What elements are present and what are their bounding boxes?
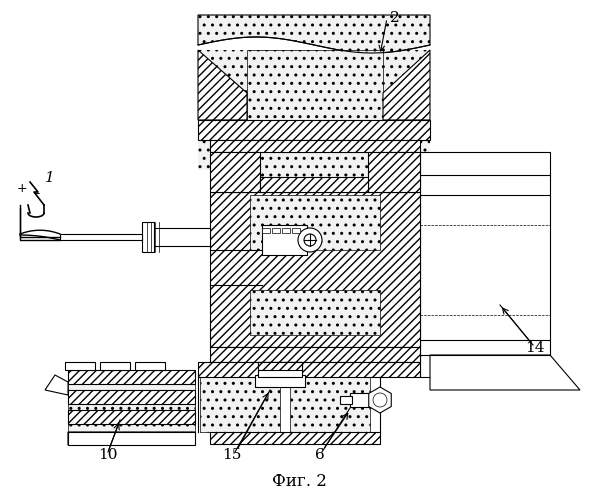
Bar (65, 362, 95, 370)
Bar (258, 362, 302, 377)
Bar (100, 362, 130, 370)
Polygon shape (369, 387, 391, 413)
Bar (142, 222, 154, 252)
Polygon shape (383, 50, 430, 120)
Polygon shape (45, 375, 68, 395)
Bar (210, 192, 420, 347)
Bar (247, 50, 383, 120)
Bar (210, 140, 420, 152)
Bar (210, 152, 260, 192)
Bar (68, 370, 195, 384)
Text: –: – (34, 188, 40, 200)
Bar (255, 375, 305, 387)
Text: +: + (17, 182, 28, 194)
Bar (200, 377, 280, 432)
Bar (68, 410, 195, 424)
Polygon shape (198, 50, 247, 120)
Bar (68, 432, 195, 445)
Bar (250, 195, 380, 250)
Bar (272, 228, 280, 233)
Text: Фиг. 2: Фиг. 2 (271, 474, 327, 490)
Bar (290, 377, 370, 432)
Text: 15: 15 (222, 448, 242, 462)
Bar (262, 225, 307, 255)
Bar (198, 362, 420, 377)
Bar (250, 290, 380, 335)
Polygon shape (430, 355, 580, 390)
Bar (368, 152, 420, 192)
Bar (210, 347, 420, 362)
Polygon shape (68, 432, 195, 445)
Bar (350, 393, 380, 407)
Text: 14: 14 (525, 341, 545, 355)
Bar (135, 362, 165, 370)
Text: 1: 1 (45, 171, 55, 185)
Polygon shape (198, 50, 430, 170)
Bar (420, 152, 550, 377)
Polygon shape (198, 15, 430, 53)
Polygon shape (68, 370, 195, 432)
Bar (145, 228, 210, 246)
Circle shape (298, 228, 322, 252)
Bar (340, 396, 352, 404)
Text: 10: 10 (98, 448, 118, 462)
Bar (210, 432, 380, 444)
Bar (260, 177, 368, 192)
Bar (60, 234, 142, 240)
Bar (258, 362, 302, 370)
Bar (198, 120, 430, 140)
Bar (292, 228, 300, 233)
Bar (68, 390, 195, 404)
Text: 2: 2 (390, 11, 400, 25)
Bar (262, 228, 270, 233)
Bar (282, 228, 290, 233)
Bar (260, 152, 368, 177)
Text: 6: 6 (315, 448, 325, 462)
